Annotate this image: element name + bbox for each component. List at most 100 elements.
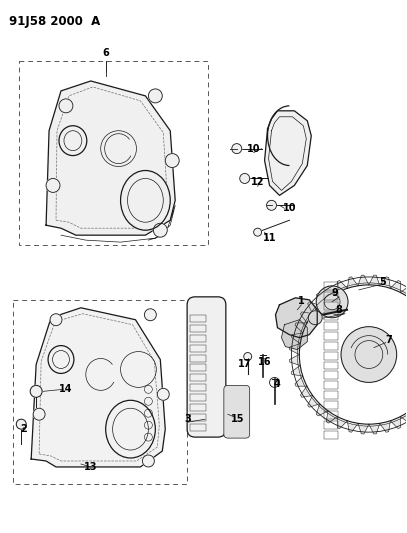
Polygon shape bbox=[400, 411, 407, 423]
Bar bbox=[324, 361, 338, 369]
Circle shape bbox=[153, 223, 167, 237]
Bar bbox=[324, 342, 338, 350]
Polygon shape bbox=[348, 277, 358, 288]
Text: 9: 9 bbox=[332, 288, 339, 298]
Polygon shape bbox=[358, 275, 369, 286]
Bar bbox=[324, 332, 338, 340]
Bar bbox=[324, 391, 338, 399]
Ellipse shape bbox=[59, 126, 87, 156]
Circle shape bbox=[254, 228, 262, 236]
Circle shape bbox=[240, 173, 249, 183]
Text: 10: 10 bbox=[282, 203, 296, 213]
Bar bbox=[324, 421, 338, 429]
Polygon shape bbox=[348, 421, 358, 432]
Text: 3: 3 bbox=[185, 414, 191, 424]
Text: 7: 7 bbox=[385, 335, 392, 345]
Text: 1: 1 bbox=[298, 296, 305, 306]
Polygon shape bbox=[337, 417, 348, 429]
Polygon shape bbox=[390, 417, 400, 429]
Circle shape bbox=[30, 385, 42, 397]
Polygon shape bbox=[265, 111, 311, 196]
Bar bbox=[324, 322, 338, 330]
Circle shape bbox=[308, 311, 322, 325]
Text: 16: 16 bbox=[258, 357, 271, 367]
Ellipse shape bbox=[48, 345, 74, 374]
Text: 11: 11 bbox=[263, 233, 276, 243]
Polygon shape bbox=[308, 302, 320, 313]
Text: 6: 6 bbox=[102, 48, 109, 58]
Circle shape bbox=[149, 89, 162, 103]
Polygon shape bbox=[291, 333, 303, 344]
Polygon shape bbox=[380, 277, 390, 288]
Bar bbox=[324, 302, 338, 310]
Polygon shape bbox=[369, 423, 380, 434]
Bar bbox=[324, 282, 338, 290]
Circle shape bbox=[50, 314, 62, 326]
Polygon shape bbox=[326, 411, 337, 423]
Text: 12: 12 bbox=[251, 177, 265, 188]
Polygon shape bbox=[276, 298, 317, 337]
Bar bbox=[19, 61, 208, 245]
Polygon shape bbox=[337, 280, 348, 293]
Bar bbox=[190, 424, 206, 431]
Polygon shape bbox=[400, 286, 407, 298]
Bar bbox=[190, 414, 206, 421]
Circle shape bbox=[165, 154, 179, 167]
Bar bbox=[324, 382, 338, 389]
Bar bbox=[190, 394, 206, 401]
Polygon shape bbox=[295, 323, 307, 333]
Text: 15: 15 bbox=[231, 414, 245, 424]
Circle shape bbox=[59, 99, 73, 113]
Polygon shape bbox=[358, 423, 369, 434]
Bar bbox=[324, 401, 338, 409]
Ellipse shape bbox=[120, 171, 170, 230]
Text: 5: 5 bbox=[379, 277, 386, 287]
Polygon shape bbox=[289, 354, 300, 366]
Polygon shape bbox=[31, 308, 165, 467]
Circle shape bbox=[33, 408, 45, 420]
Bar bbox=[190, 335, 206, 342]
Bar bbox=[190, 354, 206, 361]
Circle shape bbox=[158, 389, 169, 400]
Polygon shape bbox=[291, 366, 303, 376]
Bar bbox=[324, 411, 338, 419]
Bar bbox=[13, 300, 187, 484]
Polygon shape bbox=[282, 320, 307, 350]
Circle shape bbox=[316, 286, 348, 318]
Polygon shape bbox=[308, 395, 320, 407]
Text: 8: 8 bbox=[336, 305, 343, 315]
Circle shape bbox=[267, 200, 276, 211]
Circle shape bbox=[142, 455, 154, 467]
Bar bbox=[190, 375, 206, 382]
Polygon shape bbox=[369, 275, 380, 286]
Text: 14: 14 bbox=[59, 384, 73, 394]
Circle shape bbox=[341, 327, 397, 382]
Text: 2: 2 bbox=[20, 424, 26, 434]
Circle shape bbox=[46, 179, 60, 192]
Polygon shape bbox=[380, 421, 390, 432]
Circle shape bbox=[299, 285, 407, 424]
Polygon shape bbox=[300, 312, 313, 323]
Polygon shape bbox=[289, 344, 300, 354]
Polygon shape bbox=[316, 293, 328, 305]
Bar bbox=[324, 312, 338, 320]
Text: 17: 17 bbox=[238, 359, 252, 369]
Text: 13: 13 bbox=[84, 462, 98, 472]
Bar bbox=[324, 431, 338, 439]
Circle shape bbox=[244, 352, 252, 360]
Circle shape bbox=[144, 309, 156, 321]
Bar bbox=[324, 292, 338, 300]
Polygon shape bbox=[326, 286, 337, 298]
Polygon shape bbox=[316, 404, 328, 416]
Bar bbox=[190, 384, 206, 391]
Text: 4: 4 bbox=[274, 379, 281, 390]
Polygon shape bbox=[46, 81, 175, 235]
FancyBboxPatch shape bbox=[224, 385, 249, 438]
Circle shape bbox=[232, 144, 242, 154]
Bar bbox=[324, 372, 338, 379]
Ellipse shape bbox=[106, 400, 155, 458]
Circle shape bbox=[16, 419, 26, 429]
FancyBboxPatch shape bbox=[187, 297, 226, 437]
Text: 10: 10 bbox=[247, 143, 260, 154]
Polygon shape bbox=[300, 386, 313, 397]
